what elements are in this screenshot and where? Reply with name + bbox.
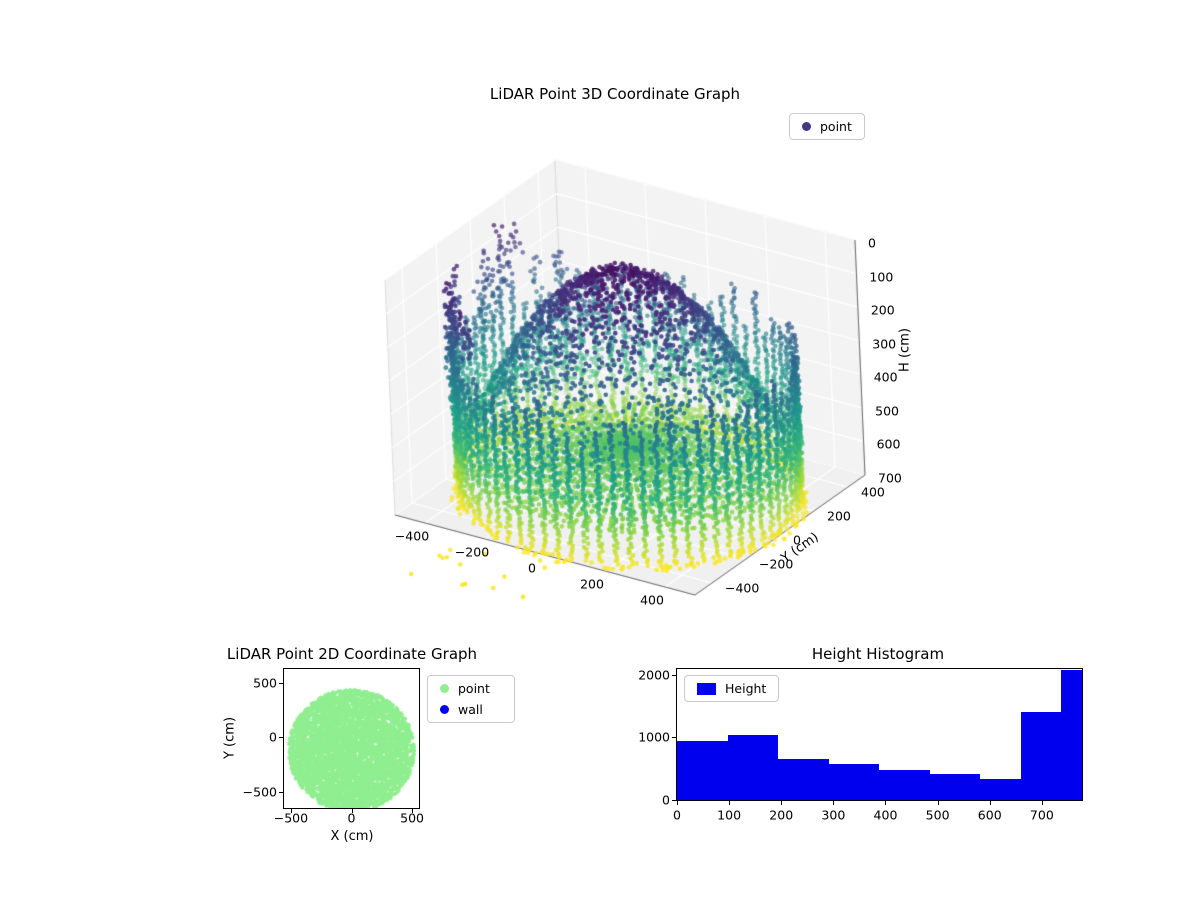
tick-mark: [279, 791, 283, 793]
point-legend-marker-icon: [802, 122, 811, 131]
tick-label: −500: [273, 810, 309, 826]
tick-mark: [279, 683, 283, 685]
plot3d-legend: point: [789, 113, 865, 140]
plot2d-legend: point wall: [427, 675, 515, 723]
plot2d-legend-row-wall: wall: [440, 702, 502, 717]
plot2d-legend-label-point: point: [458, 681, 490, 696]
tick-label: 0: [662, 792, 670, 808]
tick-label: 200: [769, 807, 794, 823]
wall-legend-marker-icon: [440, 705, 449, 714]
tick-label: 0: [673, 807, 681, 823]
tick-mark: [729, 801, 731, 805]
tick-label: −400: [725, 580, 760, 596]
tick-mark: [672, 674, 676, 676]
plot3d-title: LiDAR Point 3D Coordinate Graph: [489, 85, 741, 103]
plot2d-legend-row-point: point: [440, 681, 502, 696]
tick-mark: [279, 737, 283, 739]
plot2d-title: LiDAR Point 2D Coordinate Graph: [226, 645, 478, 663]
hist-axes-frame: [676, 668, 1083, 801]
plot3d-canvas: [340, 100, 900, 630]
tick-mark: [885, 801, 887, 805]
tick-label: 0: [269, 729, 277, 745]
plot2d-xaxis-label: X (cm): [330, 829, 374, 844]
tick-label: 500: [925, 807, 950, 823]
plot2d-legend-label-wall: wall: [458, 702, 483, 717]
tick-mark: [290, 809, 292, 813]
tick-mark: [672, 800, 676, 801]
tick-label: 400: [861, 484, 885, 500]
tick-label: 700: [878, 470, 902, 486]
tick-mark: [677, 801, 678, 805]
tick-label: 500: [253, 675, 277, 691]
tick-label: 200: [580, 576, 604, 592]
tick-label: −400: [394, 528, 430, 544]
plot2d-yaxis-label: Y (cm): [222, 716, 238, 760]
hist-legend: Height: [684, 675, 780, 702]
tick-mark: [412, 809, 414, 813]
tick-mark: [833, 801, 835, 805]
plot2d-canvas: [284, 669, 419, 808]
hist-legend-label: Height: [725, 681, 767, 696]
hist-bar: [1061, 669, 1082, 800]
tick-label: 0: [347, 810, 356, 826]
hist-bar: [677, 740, 728, 800]
plot3d-legend-row: point: [802, 119, 852, 134]
tick-label: 200: [827, 508, 851, 524]
hist-bars: [677, 669, 1082, 800]
hist-legend-row: Height: [697, 681, 766, 696]
hist-bar: [929, 773, 981, 800]
tick-label: 500: [875, 403, 899, 419]
point-legend-marker-icon: [440, 684, 449, 693]
tick-label: 400: [873, 369, 898, 385]
tick-label: −200: [454, 544, 490, 560]
tick-mark: [351, 809, 353, 813]
tick-label: 0: [868, 235, 876, 251]
tick-label: 700: [1029, 807, 1054, 823]
tick-label: 100: [869, 269, 894, 285]
hist-bar: [727, 734, 779, 800]
hist-bar: [828, 764, 880, 800]
tick-label: 300: [821, 807, 846, 823]
hist-bar: [1021, 712, 1062, 800]
tick-label: 600: [876, 436, 901, 452]
hist-bar: [980, 779, 1021, 800]
tick-label: 600: [977, 807, 1002, 823]
tick-label: 100: [717, 807, 742, 823]
hist-bar: [879, 770, 930, 800]
tick-label: 400: [873, 807, 898, 823]
hist-title: Height Histogram: [811, 645, 945, 663]
tick-mark: [672, 737, 676, 739]
tick-mark: [1041, 801, 1043, 805]
tick-label: −200: [759, 556, 794, 572]
tick-label: 200: [870, 302, 895, 318]
tick-label: 1000: [638, 729, 670, 745]
tick-label: 2000: [638, 667, 670, 683]
tick-label: 500: [400, 810, 425, 826]
tick-label: 0: [793, 532, 801, 548]
tick-mark: [781, 801, 783, 805]
tick-mark: [989, 801, 991, 805]
hist-bar: [778, 759, 829, 800]
tick-label: 300: [872, 336, 897, 352]
tick-label: 0: [528, 560, 536, 576]
plot3d-legend-label: point: [820, 119, 852, 134]
plot2d-axes-frame: [283, 668, 420, 809]
tick-label: −500: [242, 784, 277, 800]
tick-label: 400: [640, 592, 664, 608]
plot3d-haxis-label: H (cm): [897, 328, 913, 372]
tick-mark: [937, 801, 939, 805]
height-legend-swatch-icon: [697, 682, 716, 695]
